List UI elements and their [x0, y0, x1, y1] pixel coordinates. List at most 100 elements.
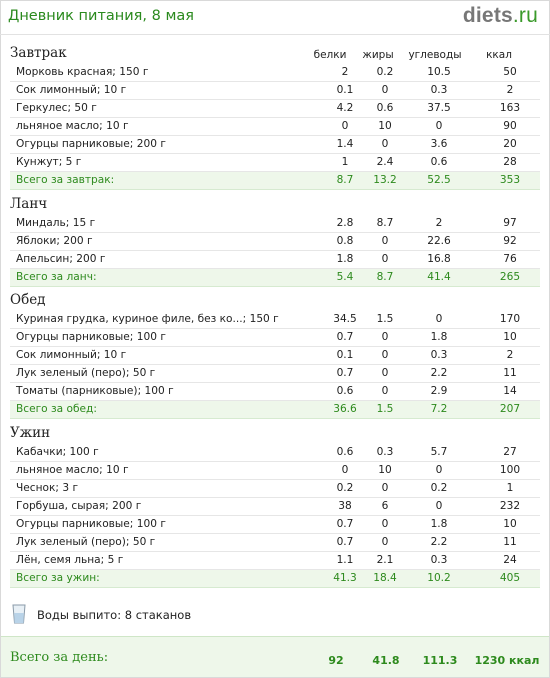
food-carbs: 10.5: [427, 66, 451, 78]
food-row[interactable]: Лук зеленый (перо); 50 г 0.7 0 2.2 11: [10, 534, 540, 552]
food-row[interactable]: Сок лимонный; 10 г 0.1 0 0.3 2: [10, 82, 540, 100]
food-kcal: 163: [499, 102, 521, 114]
food-row[interactable]: Сок лимонный; 10 г 0.1 0 0.3 2: [10, 347, 540, 365]
food-fat: 0: [381, 235, 389, 247]
food-row[interactable]: Яблоки; 200 г 0.8 0 22.6 92: [10, 233, 540, 251]
food-protein: 0.1: [336, 349, 354, 361]
food-kcal: 97: [503, 217, 517, 229]
food-kcal: 2: [506, 84, 514, 96]
food-protein: 2.8: [336, 217, 354, 229]
food-kcal: 50: [503, 66, 517, 78]
meal-total-label: Всего за ланч:: [16, 271, 97, 283]
food-name: Апельсин; 200 г: [16, 253, 106, 265]
food-name: Миндаль; 15 г: [16, 217, 96, 229]
food-fat: 6: [381, 500, 389, 512]
site-logo[interactable]: diets.ru: [463, 4, 538, 28]
meal-total-label: Всего за завтрак:: [16, 174, 115, 186]
food-row[interactable]: Чеснок; 3 г 0.2 0 0.2 1: [10, 480, 540, 498]
food-row[interactable]: Апельсин; 200 г 1.8 0 16.8 76: [10, 251, 540, 269]
food-kcal: 28: [503, 156, 517, 168]
food-row[interactable]: Геркулес; 50 г 4.2 0.6 37.5 163: [10, 100, 540, 118]
day-total-protein: 92: [328, 654, 344, 667]
column-header-protein: белки: [313, 49, 347, 61]
food-carbs: 2.9: [430, 385, 448, 397]
food-kcal: 14: [503, 385, 517, 397]
food-row[interactable]: Кунжут; 5 г 1 2.4 0.6 28: [10, 154, 540, 172]
food-carbs: 3.6: [430, 138, 448, 150]
food-carbs: 2.2: [430, 367, 448, 379]
day-total-kcal: 1230 ккал: [474, 654, 540, 667]
food-name: Куриная грудка, куриное филе, без ко...;…: [16, 313, 279, 325]
food-name: Огурцы парниковые; 200 г: [16, 138, 166, 150]
food-row[interactable]: Горбуша, сырая; 200 г 38 6 0 232: [10, 498, 540, 516]
food-protein: 0: [341, 464, 349, 476]
food-fat: 10: [378, 464, 392, 476]
food-row[interactable]: Лук зеленый (перо); 50 г 0.7 0 2.2 11: [10, 365, 540, 383]
day-total-carbs: 111.3: [422, 654, 458, 667]
food-row[interactable]: Томаты (парниковые); 100 г 0.6 0 2.9 14: [10, 383, 540, 401]
water-intake: Воды выпито: 8 стаканов: [12, 604, 312, 626]
food-kcal: 92: [503, 235, 517, 247]
food-protein: 0.7: [336, 331, 354, 343]
food-row[interactable]: Огурцы парниковые; 200 г 1.4 0 3.6 20: [10, 136, 540, 154]
food-fat: 0: [381, 482, 389, 494]
food-kcal: 170: [499, 313, 521, 325]
food-fat: 0: [381, 253, 389, 265]
food-kcal: 11: [503, 367, 517, 379]
food-fat: 0.2: [376, 66, 394, 78]
total-fat: 8.7: [376, 271, 394, 283]
food-protein: 0.6: [336, 446, 354, 458]
food-name: Лук зеленый (перо); 50 г: [16, 536, 156, 548]
food-name: льняное масло; 10 г: [16, 120, 129, 132]
food-row[interactable]: Куриная грудка, куриное филе, без ко...;…: [10, 311, 540, 329]
meal-total-label: Всего за ужин:: [16, 572, 100, 584]
food-row[interactable]: Огурцы парниковые; 100 г 0.7 0 1.8 10: [10, 329, 540, 347]
food-fat: 0: [381, 138, 389, 150]
food-name: Огурцы парниковые; 100 г: [16, 518, 166, 530]
food-kcal: 10: [503, 518, 517, 530]
food-name: Кабачки; 100 г: [16, 446, 99, 458]
meal-title: Обед: [10, 292, 46, 308]
food-name: Лён, семя льна; 5 г: [16, 554, 124, 566]
food-kcal: 90: [503, 120, 517, 132]
meal-title: Завтрак: [10, 45, 67, 61]
total-kcal: 265: [499, 271, 521, 283]
meal-total-row: Всего за завтрак: 8.7 13.2 52.5 353: [10, 172, 540, 190]
food-name: Морковь красная; 150 г: [16, 66, 149, 78]
food-carbs: 1.8: [430, 331, 448, 343]
day-total: Всего за день: 92 41.8 111.3 1230 ккал: [1, 636, 549, 677]
meal-total-row: Всего за обед: 36.6 1.5 7.2 207: [10, 401, 540, 419]
total-fat: 13.2: [373, 174, 397, 186]
food-kcal: 232: [499, 500, 521, 512]
food-fat: 0: [381, 385, 389, 397]
food-fat: 0: [381, 331, 389, 343]
food-kcal: 24: [503, 554, 517, 566]
food-kcal: 100: [499, 464, 521, 476]
food-fat: 0: [381, 518, 389, 530]
food-protein: 4.2: [336, 102, 354, 114]
food-kcal: 27: [503, 446, 517, 458]
food-fat: 0.3: [376, 446, 394, 458]
food-protein: 1: [341, 156, 349, 168]
food-carbs: 0.3: [430, 554, 448, 566]
food-carbs: 0.3: [430, 84, 448, 96]
food-fat: 0: [381, 367, 389, 379]
food-protein: 0.7: [336, 367, 354, 379]
food-row[interactable]: Морковь красная; 150 г 2 0.2 10.5 50: [10, 64, 540, 82]
food-carbs: 0.6: [430, 156, 448, 168]
food-row[interactable]: льняное масло; 10 г 0 10 0 90: [10, 118, 540, 136]
total-protein: 41.3: [333, 572, 357, 584]
food-row[interactable]: Кабачки; 100 г 0.6 0.3 5.7 27: [10, 444, 540, 462]
food-carbs: 0: [435, 120, 443, 132]
food-row[interactable]: Огурцы парниковые; 100 г 0.7 0 1.8 10: [10, 516, 540, 534]
food-carbs: 2.2: [430, 536, 448, 548]
food-protein: 0.7: [336, 536, 354, 548]
food-carbs: 0: [435, 500, 443, 512]
food-protein: 1.4: [336, 138, 354, 150]
food-row[interactable]: Миндаль; 15 г 2.8 8.7 2 97: [10, 215, 540, 233]
food-fat: 0: [381, 536, 389, 548]
food-name: Горбуша, сырая; 200 г: [16, 500, 142, 512]
food-row[interactable]: льняное масло; 10 г 0 10 0 100: [10, 462, 540, 480]
food-row[interactable]: Лён, семя льна; 5 г 1.1 2.1 0.3 24: [10, 552, 540, 570]
food-carbs: 0.3: [430, 349, 448, 361]
